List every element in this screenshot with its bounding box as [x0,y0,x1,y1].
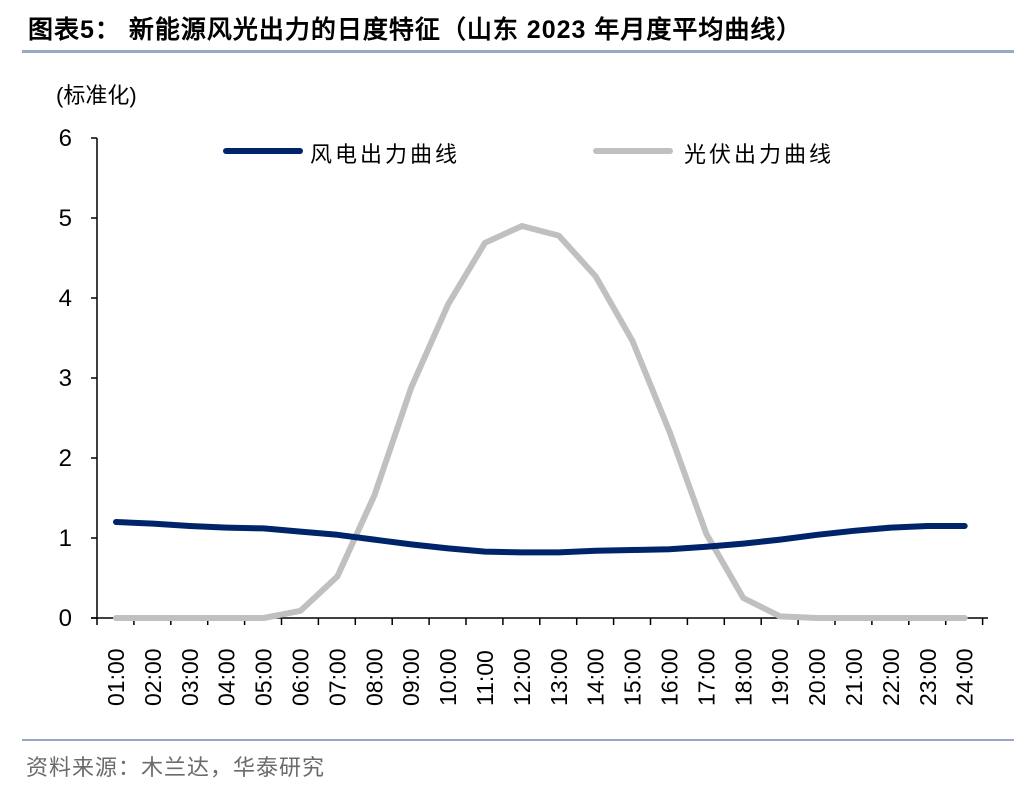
x-tick-label: 10:00 [435,648,461,706]
y-tick-label: 0 [59,605,72,632]
legend-solar-label: 光伏出力曲线 [684,143,835,168]
chart-axes: 0 1 2 3 4 5 6 01:00 02:00 03:00 04:00 05:00 06:00 07:… [59,125,988,706]
x-tick-label: 16:00 [657,648,683,706]
solar-output-line [113,223,968,621]
x-tick-label: 06:00 [288,648,314,706]
footer-divider [22,739,1014,741]
legend-wind-label: 风电出力曲线 [310,143,461,168]
y-axis-unit-label: (标准化) [56,83,137,108]
x-tick-label: 22:00 [878,648,904,706]
chart-title: 图表5： 新能源风光出力的日度特征（山东 2023 年月度平均曲线） [28,16,803,44]
x-tick-label: 21:00 [841,648,867,706]
y-tick-label: 1 [59,525,72,552]
x-tick-label: 05:00 [251,648,277,706]
x-tick-label: 17:00 [693,648,719,706]
x-tick-label: 24:00 [952,648,978,706]
x-tick-label: 03:00 [177,648,203,706]
y-tick-label: 2 [59,445,72,472]
y-tick-label: 6 [59,125,72,152]
chart-series [113,223,968,621]
x-tick-label: 23:00 [915,648,941,706]
x-tick-label: 19:00 [767,648,793,706]
wind-output-line [113,519,968,556]
title-divider [22,50,1014,53]
x-tick-label: 01:00 [103,648,129,706]
x-tick-label: 09:00 [398,648,424,706]
y-tick-label: 3 [59,365,72,392]
x-tick-label: 02:00 [140,648,166,706]
line-chart: 0 1 2 3 4 5 6 01:00 02:00 03:00 04:00 05:00 06:00 07:… [59,125,988,706]
x-tick-label: 12:00 [509,648,535,706]
x-tick-label: 13:00 [546,648,572,706]
x-tick-label: 20:00 [804,648,830,706]
x-tick-label: 08:00 [361,648,387,706]
x-tick-label: 07:00 [324,648,350,706]
y-tick-label: 4 [59,285,72,312]
x-tick-label: 18:00 [730,648,756,706]
x-tick-label: 11:00 [472,650,498,706]
x-tick-label: 14:00 [583,648,609,706]
x-tick-label: 15:00 [620,648,646,706]
y-tick-label: 5 [59,205,72,232]
x-tick-label: 04:00 [214,648,240,706]
source-note: 资料来源：木兰达，华泰研究 [26,756,326,781]
